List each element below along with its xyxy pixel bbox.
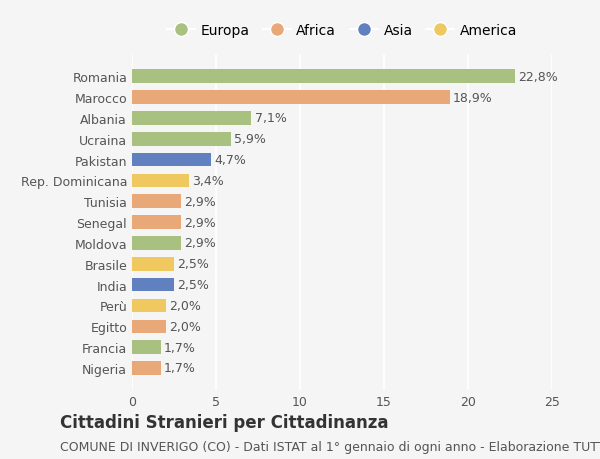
Text: 2,5%: 2,5% [178,279,209,291]
Bar [132,174,189,188]
Bar [132,91,449,105]
Text: 2,0%: 2,0% [169,320,201,333]
Text: 2,9%: 2,9% [184,196,216,208]
Text: 2,0%: 2,0% [169,299,201,312]
Bar [132,320,166,333]
Bar [132,278,174,292]
Bar [132,361,161,375]
Bar [132,195,181,208]
Bar [132,237,181,250]
Bar [132,112,251,125]
Text: 18,9%: 18,9% [453,91,493,104]
Text: 2,9%: 2,9% [184,237,216,250]
Text: Cittadini Stranieri per Cittadinanza: Cittadini Stranieri per Cittadinanza [60,413,389,431]
Bar [132,153,211,167]
Text: 2,5%: 2,5% [178,257,209,271]
Text: 1,7%: 1,7% [164,362,196,375]
Bar [132,216,181,230]
Text: 22,8%: 22,8% [518,71,558,84]
Bar [132,299,166,313]
Bar [132,133,231,146]
Legend: Europa, Africa, Asia, America: Europa, Africa, Asia, America [161,18,523,44]
Text: COMUNE DI INVERIGO (CO) - Dati ISTAT al 1° gennaio di ogni anno - Elaborazione T: COMUNE DI INVERIGO (CO) - Dati ISTAT al … [60,440,600,453]
Bar [132,70,515,84]
Text: 3,4%: 3,4% [193,174,224,188]
Text: 1,7%: 1,7% [164,341,196,354]
Text: 7,1%: 7,1% [254,112,287,125]
Text: 2,9%: 2,9% [184,216,216,229]
Text: 5,9%: 5,9% [235,133,266,146]
Text: 4,7%: 4,7% [214,154,246,167]
Bar [132,257,174,271]
Bar [132,341,161,354]
